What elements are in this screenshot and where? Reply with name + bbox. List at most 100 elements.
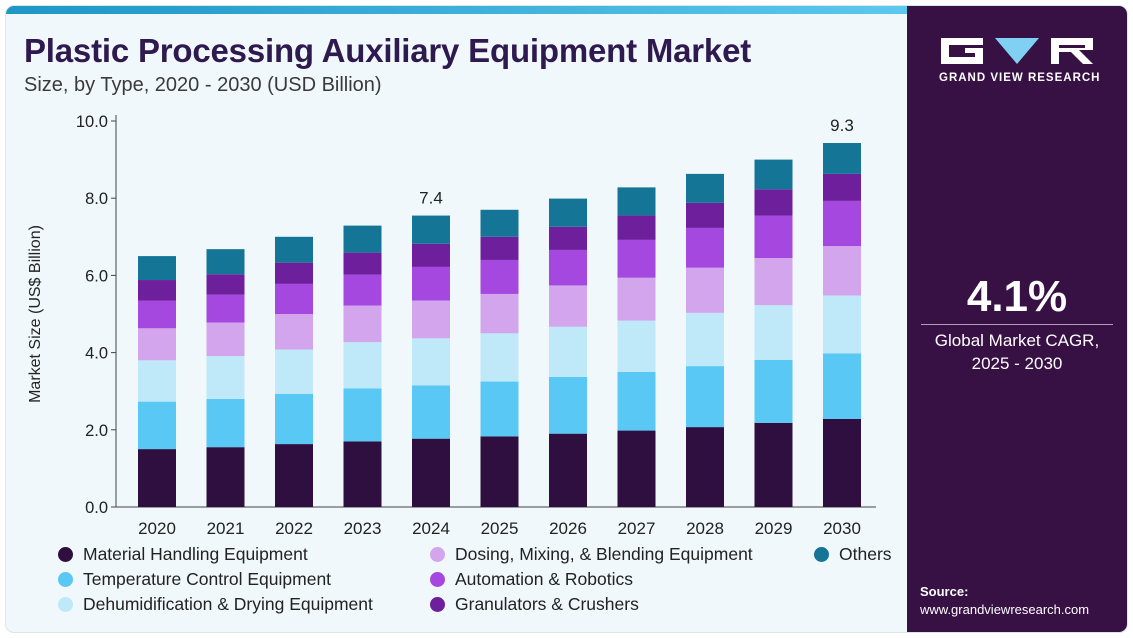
legend-swatch: [58, 571, 73, 587]
y-tick-label: 10.0: [76, 113, 108, 131]
legend-spacer: [814, 594, 914, 614]
stacked-bar-chart: 0.0 2.0 4.0 6.0 8.0 10.0 Market Size (US$ Bill…: [27, 113, 876, 538]
bar-segment: [549, 226, 587, 250]
legend-label: Granulators & Crushers: [455, 593, 639, 614]
bar-segment: [549, 249, 587, 286]
bar-segment: [275, 314, 313, 350]
chart-title: Plastic Processing Auxiliary Equipment M…: [24, 32, 752, 69]
bar-segment: [754, 215, 793, 259]
bar-segment: [343, 441, 382, 507]
x-tick-label: 2025: [481, 519, 519, 538]
bar-segment: [412, 300, 450, 339]
y-tick-label: 2.0: [85, 422, 108, 440]
legend-label: Dosing, Mixing, & Blending Equipment: [455, 543, 753, 564]
bar-segment: [412, 338, 450, 386]
legend-item: Temperature Control Equipment: [58, 569, 430, 589]
bar-segment: [275, 262, 313, 284]
legend-swatch: [58, 596, 73, 612]
data-label: 9.3: [830, 116, 854, 135]
y-tick-label: 8.0: [85, 190, 108, 208]
bar-segment: [275, 283, 313, 314]
source-note: Source: www.grandviewresearch.com: [920, 583, 1089, 619]
legend-item: Dosing, Mixing, & Blending Equipment: [430, 544, 814, 564]
bar-segment: [138, 360, 176, 402]
legend-label: Temperature Control Equipment: [83, 568, 332, 589]
legend-label: Dehumidification & Drying Equipment: [83, 593, 373, 614]
legend-swatch: [814, 546, 829, 562]
bar-segment: [823, 143, 861, 174]
bar-segment: [549, 326, 587, 377]
bar-segment: [549, 376, 587, 434]
x-tick-label: 2028: [686, 519, 724, 538]
source-title: Source:: [920, 584, 969, 599]
bar-segment: [275, 349, 313, 394]
bar-segment: [823, 295, 861, 354]
bar-segment: [343, 305, 382, 343]
legend-item: Others: [814, 544, 914, 564]
bar-segment: [206, 398, 245, 448]
bar-segment: [206, 294, 245, 323]
x-tick-label: 2030: [823, 519, 861, 538]
cagr-label-line1: Global Market CAGR,: [934, 331, 1100, 350]
bar-segment: [206, 249, 245, 275]
bar-segment: [343, 274, 382, 306]
bar-segment: [754, 159, 793, 190]
bar-segment: [686, 227, 724, 268]
legend-item: Granulators & Crushers: [430, 594, 814, 614]
sidebar-panel: GRAND VIEW RESEARCH 4.1% Global Market C…: [907, 6, 1127, 632]
x-tick-label: 2020: [138, 519, 176, 538]
bar-segment: [343, 388, 382, 442]
cagr-label-line2: 2025 - 2030: [971, 354, 1063, 373]
y-tick-label: 6.0: [85, 267, 108, 285]
bar-segment: [686, 427, 724, 507]
bar-segment: [343, 225, 382, 253]
bar-segment: [549, 198, 587, 227]
x-tick-label: 2027: [618, 519, 656, 538]
bar-segment: [617, 430, 656, 507]
data-label: 7.4: [419, 189, 443, 208]
legend-item: Dehumidification & Drying Equipment: [58, 594, 430, 614]
bar-segment: [275, 236, 313, 263]
bar-segment: [206, 274, 245, 295]
bar-segment: [686, 267, 724, 313]
x-tick-label: 2022: [275, 519, 313, 538]
bar-segment: [617, 277, 656, 321]
bar-segment: [206, 322, 245, 357]
bar-segment: [480, 381, 519, 437]
bar-segment: [412, 266, 450, 301]
y-axis-title: Market Size (US$ Billion): [27, 225, 44, 403]
legend-spacer: [814, 569, 914, 589]
cagr-value: 4.1%: [966, 272, 1068, 321]
bar-segment: [412, 215, 450, 244]
bar-segment: [617, 320, 656, 372]
bar-segment: [686, 173, 724, 203]
x-tick-label: 2026: [549, 519, 587, 538]
bar-segment: [754, 189, 793, 216]
bar-segment: [823, 418, 861, 507]
bar-segment: [754, 359, 793, 423]
legend-label: Automation & Robotics: [455, 568, 634, 589]
accent-bar: [6, 6, 912, 14]
bar-segment: [480, 333, 519, 382]
bar-segment: [275, 393, 313, 445]
brand-name: GRAND VIEW RESEARCH: [939, 72, 1101, 84]
bar-segment: [617, 239, 656, 278]
bar-segment: [138, 256, 176, 281]
x-tick-label: 2023: [344, 519, 382, 538]
bar-segment: [823, 353, 861, 419]
bar-segment: [138, 300, 176, 329]
source-url: www.grandviewresearch.com: [920, 602, 1090, 617]
bar-segment: [138, 280, 176, 301]
legend-label: Material Handling Equipment: [83, 543, 308, 564]
cagr-label: Global Market CAGR, 2025 - 2030: [907, 329, 1127, 375]
bar-segment: [275, 444, 313, 507]
bar-segment: [138, 401, 176, 450]
bar-segment: [823, 173, 861, 201]
bar-segment: [343, 342, 382, 389]
bar-segment: [823, 246, 861, 296]
bar-segment: [412, 243, 450, 267]
legend-item: Automation & Robotics: [430, 569, 814, 589]
bar-segment: [686, 366, 724, 428]
bar-segment: [343, 252, 382, 275]
bar-segment: [754, 258, 793, 306]
